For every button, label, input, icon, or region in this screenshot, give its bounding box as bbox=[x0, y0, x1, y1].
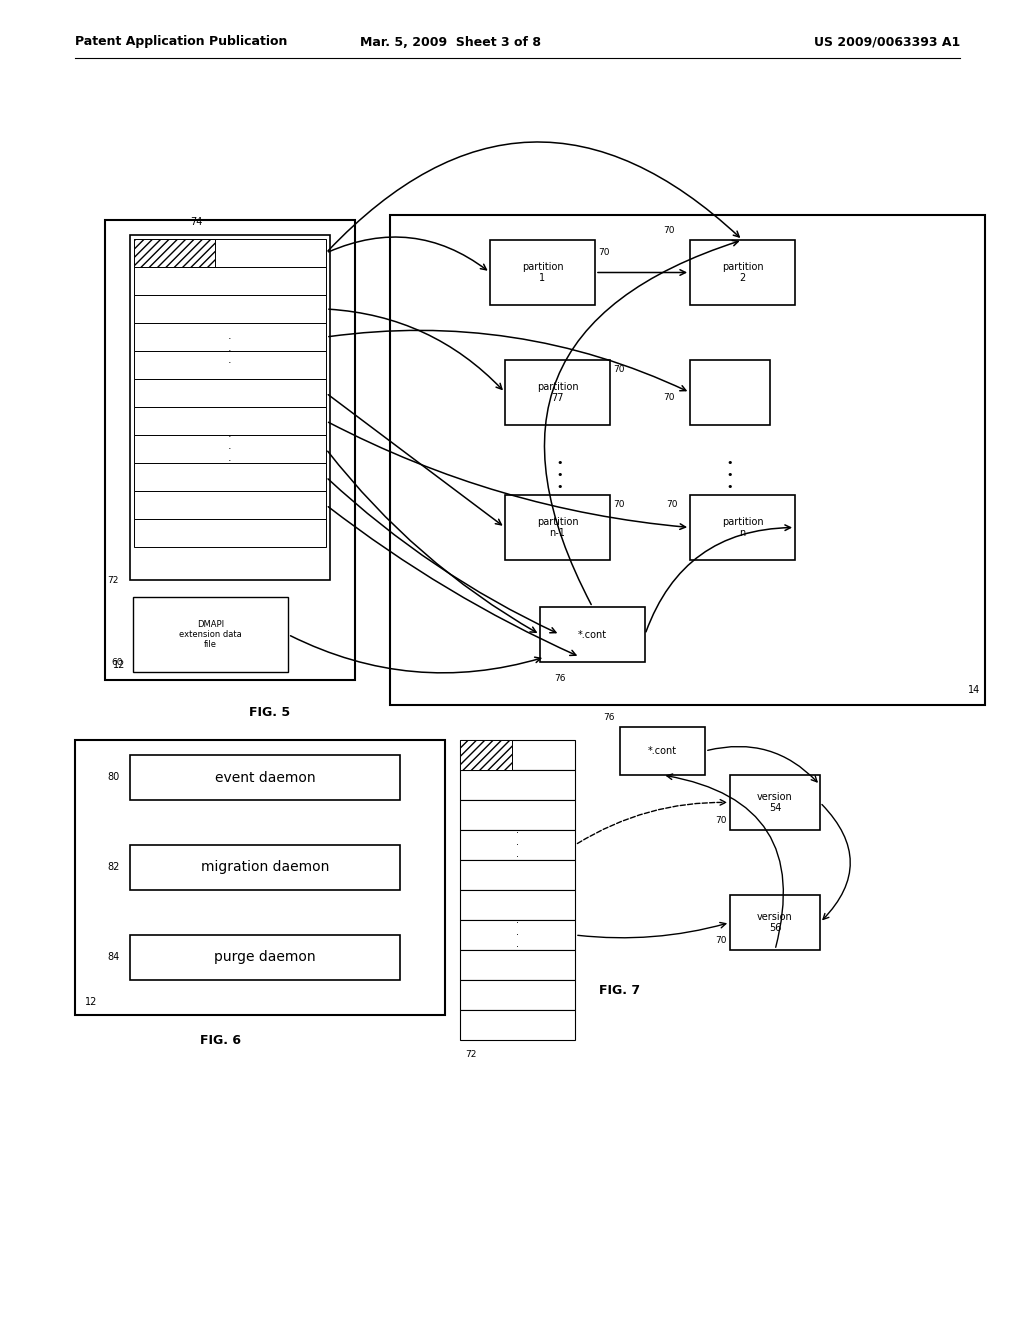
Text: 70: 70 bbox=[613, 366, 625, 374]
Text: migration daemon: migration daemon bbox=[201, 861, 329, 874]
Bar bbox=[460, 800, 575, 830]
Bar bbox=[134, 436, 326, 463]
Bar bbox=[460, 741, 512, 770]
Text: 76: 76 bbox=[554, 675, 565, 682]
Bar bbox=[690, 240, 795, 305]
Text: 82: 82 bbox=[108, 862, 120, 873]
Text: ·
·
·: · · · bbox=[516, 919, 519, 952]
Text: •
•
•: • • • bbox=[727, 458, 733, 491]
Text: partition
2: partition 2 bbox=[722, 261, 763, 284]
Bar bbox=[505, 360, 610, 425]
Text: Mar. 5, 2009  Sheet 3 of 8: Mar. 5, 2009 Sheet 3 of 8 bbox=[359, 36, 541, 49]
Text: 60: 60 bbox=[112, 657, 123, 667]
Text: 70: 70 bbox=[598, 248, 609, 257]
Text: DMAPI
extension data
file: DMAPI extension data file bbox=[179, 619, 242, 649]
Bar bbox=[460, 950, 575, 979]
Bar bbox=[130, 935, 400, 979]
Text: 72: 72 bbox=[465, 1049, 476, 1059]
Text: ·
·
·: · · · bbox=[516, 829, 519, 862]
Text: version
56: version 56 bbox=[757, 912, 793, 933]
Text: 84: 84 bbox=[108, 953, 120, 962]
Bar bbox=[134, 463, 326, 491]
Text: event daemon: event daemon bbox=[215, 771, 315, 784]
Text: FIG. 5: FIG. 5 bbox=[250, 705, 291, 718]
Bar bbox=[690, 360, 770, 425]
Bar bbox=[540, 607, 645, 663]
Bar bbox=[730, 775, 820, 830]
Text: FIG. 6: FIG. 6 bbox=[200, 1034, 241, 1047]
Text: partition
n: partition n bbox=[722, 516, 763, 539]
Text: 76: 76 bbox=[603, 713, 615, 722]
Bar bbox=[105, 220, 355, 680]
Bar bbox=[134, 294, 326, 323]
Text: partition
n-1: partition n-1 bbox=[537, 516, 579, 539]
Bar bbox=[134, 491, 326, 519]
Bar bbox=[75, 741, 445, 1015]
Text: version
54: version 54 bbox=[757, 792, 793, 813]
Bar bbox=[390, 215, 985, 705]
Text: partition
77: partition 77 bbox=[537, 381, 579, 404]
Bar bbox=[460, 741, 575, 770]
Bar bbox=[134, 519, 326, 546]
Text: 14: 14 bbox=[968, 685, 980, 696]
Text: 70: 70 bbox=[716, 816, 727, 825]
Bar bbox=[460, 861, 575, 890]
Bar bbox=[134, 239, 215, 267]
Bar bbox=[460, 979, 575, 1010]
Text: 12: 12 bbox=[85, 997, 97, 1007]
Bar bbox=[130, 845, 400, 890]
Bar bbox=[490, 240, 595, 305]
Bar bbox=[730, 895, 820, 950]
Text: 70: 70 bbox=[613, 500, 625, 510]
Text: 70: 70 bbox=[667, 500, 678, 510]
Bar bbox=[505, 495, 610, 560]
Bar bbox=[134, 239, 326, 267]
Text: ·
·
·: · · · bbox=[228, 433, 231, 466]
Text: US 2009/0063393 A1: US 2009/0063393 A1 bbox=[814, 36, 961, 49]
Bar bbox=[620, 727, 705, 775]
Bar bbox=[460, 920, 575, 950]
Text: 70: 70 bbox=[716, 936, 727, 945]
Text: 74: 74 bbox=[190, 216, 203, 227]
Text: 70: 70 bbox=[664, 393, 675, 403]
Bar bbox=[690, 495, 795, 560]
Text: Patent Application Publication: Patent Application Publication bbox=[75, 36, 288, 49]
Text: 80: 80 bbox=[108, 772, 120, 783]
Bar bbox=[134, 351, 326, 379]
Text: 70: 70 bbox=[664, 226, 675, 235]
Bar bbox=[130, 235, 330, 579]
Text: FIG. 7: FIG. 7 bbox=[599, 983, 641, 997]
Text: ·
·
·: · · · bbox=[228, 334, 231, 367]
Bar bbox=[460, 830, 575, 861]
Bar bbox=[134, 379, 326, 407]
Text: 12: 12 bbox=[113, 660, 125, 671]
Text: 72: 72 bbox=[106, 576, 119, 585]
Text: purge daemon: purge daemon bbox=[214, 950, 315, 965]
Bar bbox=[134, 407, 326, 436]
Bar bbox=[460, 890, 575, 920]
Bar bbox=[134, 323, 326, 351]
Bar bbox=[134, 267, 326, 294]
Bar bbox=[460, 1010, 575, 1040]
Bar bbox=[133, 597, 288, 672]
Bar bbox=[130, 755, 400, 800]
Text: partition
1: partition 1 bbox=[521, 261, 563, 284]
Bar bbox=[460, 770, 575, 800]
Text: *.cont: *.cont bbox=[648, 746, 677, 756]
Text: *.cont: *.cont bbox=[578, 630, 607, 639]
Text: •
•
•: • • • bbox=[557, 458, 563, 491]
